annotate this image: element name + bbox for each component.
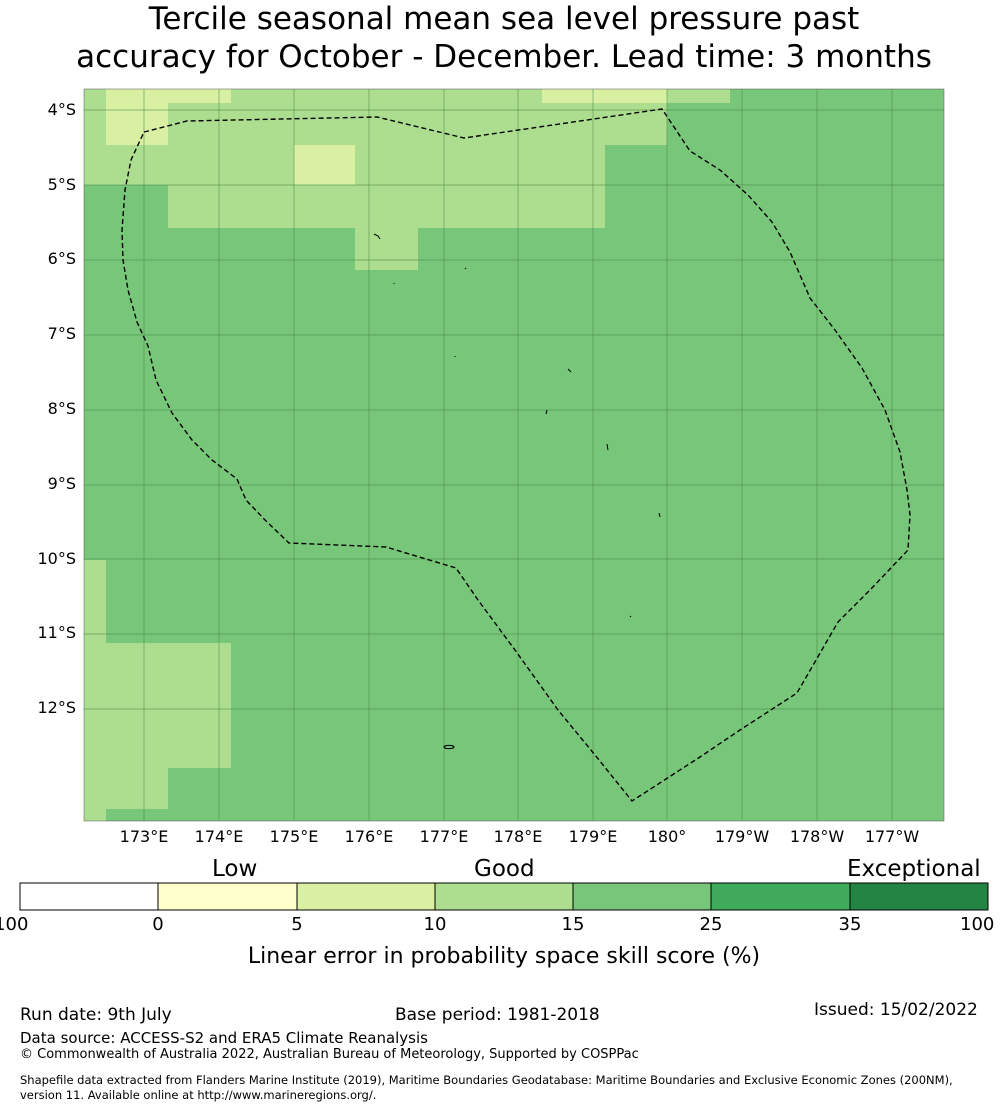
- colorbar-tick: 100: [960, 914, 995, 935]
- colorbar: [19, 882, 989, 911]
- island-outlines: [373, 233, 661, 750]
- island: [629, 615, 632, 618]
- lat-label: 4°S: [47, 100, 76, 119]
- chart-title: Tercile seasonal mean sea level pressure…: [0, 0, 1008, 76]
- colorbar-tick: 10: [423, 914, 447, 935]
- colorbar-tick: 5: [291, 914, 303, 935]
- shapefile-credit-line-2: version 11. Available online at http://w…: [20, 1088, 377, 1102]
- lat-label: 6°S: [47, 249, 76, 268]
- colorbar-segment: [158, 883, 297, 910]
- map-gridlines: [84, 89, 944, 821]
- colorbar-tick: 35: [838, 914, 862, 935]
- colorbar-segment: [711, 883, 850, 910]
- lon-label: 177°W: [864, 827, 920, 846]
- run-date: Run date: 9th July: [20, 1005, 172, 1025]
- data-source: Data source: ACCESS-S2 and ERA5 Climate …: [20, 1029, 428, 1047]
- lat-label: 9°S: [47, 474, 76, 493]
- colorbar-segment: [297, 883, 435, 910]
- skill-region-5-10: [106, 89, 667, 185]
- colorbar-tick: 25: [699, 914, 723, 935]
- island: [606, 443, 609, 451]
- lat-label: 10°S: [37, 549, 76, 568]
- map-frame: [83, 88, 945, 822]
- colorbar-category-low: Low: [212, 856, 258, 882]
- copyright: © Commonwealth of Australia 2022, Austra…: [20, 1047, 639, 1062]
- lat-label: 5°S: [47, 175, 76, 194]
- shapefile-credit-line-1: Shapefile data extracted from Flanders M…: [20, 1073, 953, 1087]
- lon-label: 173°E: [119, 827, 169, 846]
- lon-label: 176°E: [344, 827, 394, 846]
- island: [464, 267, 467, 270]
- island: [373, 233, 381, 240]
- lat-label: 11°S: [37, 623, 76, 642]
- colorbar-segment: [850, 883, 988, 910]
- lon-label: 174°E: [194, 827, 244, 846]
- lon-label: 178°E: [493, 827, 543, 846]
- title-line-1: Tercile seasonal mean sea level pressure…: [148, 1, 860, 37]
- lon-label: 179°W: [714, 827, 770, 846]
- colorbar-segment: [435, 883, 573, 910]
- island: [658, 512, 661, 518]
- lon-label: 177°E: [419, 827, 469, 846]
- lon-label: 175°E: [269, 827, 319, 846]
- lat-label: 7°S: [47, 324, 76, 343]
- colorbar-label: Linear error in probability space skill …: [247, 944, 761, 969]
- eez-boundary-line: [121, 108, 911, 802]
- map-panel: [83, 88, 945, 822]
- colorbar-frame: [19, 882, 989, 911]
- colorbar-tick: 0: [152, 914, 164, 935]
- colorbar-category-exceptional: Exceptional: [847, 856, 981, 882]
- issued-date: Issued: 15/02/2022: [814, 1000, 978, 1020]
- colorbar-tick: 15: [561, 914, 585, 935]
- island: [443, 744, 455, 750]
- lat-label: 12°S: [37, 698, 76, 717]
- lat-label: 8°S: [47, 399, 76, 418]
- lon-label: 179°E: [568, 827, 618, 846]
- lon-label: 180°: [647, 827, 687, 846]
- base-period: Base period: 1981-2018: [395, 1005, 600, 1025]
- colorbar-segment: [20, 883, 158, 910]
- lon-label: 178°W: [789, 827, 845, 846]
- colorbar-category-good: Good: [474, 856, 535, 882]
- island: [567, 368, 572, 373]
- island: [545, 409, 548, 415]
- colorbar-segment: [573, 883, 711, 910]
- colorbar-tick: -100: [0, 914, 29, 935]
- title-line-2: accuracy for October - December. Lead ti…: [76, 39, 932, 75]
